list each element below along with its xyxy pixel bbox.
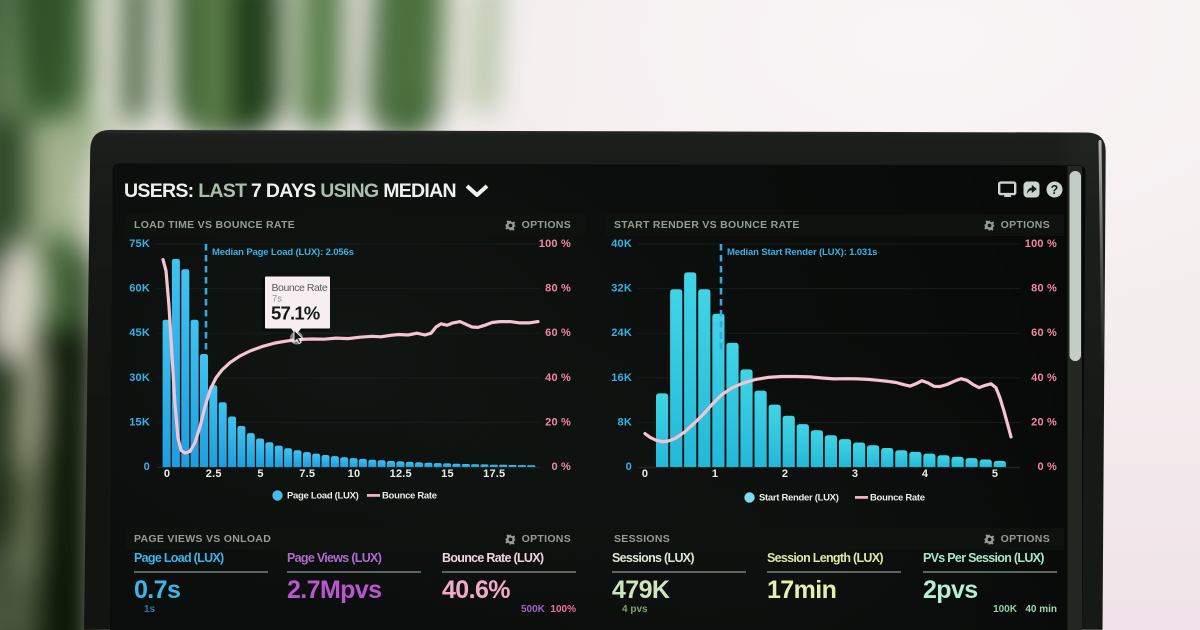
svg-text:17.5: 17.5 xyxy=(483,468,505,480)
svg-text:100 %: 100 % xyxy=(539,238,571,250)
svg-text:4: 4 xyxy=(922,468,929,480)
svg-text:16K: 16K xyxy=(611,372,632,384)
svg-text:0: 0 xyxy=(164,468,170,480)
svg-text:Median Start Render (LUX): 1.0: Median Start Render (LUX): 1.031s xyxy=(727,247,877,258)
svg-text:5: 5 xyxy=(257,468,263,480)
svg-text:40K: 40K xyxy=(611,238,632,250)
svg-text:Start Render (LUX): Start Render (LUX) xyxy=(759,493,839,504)
svg-text:5: 5 xyxy=(992,468,998,480)
svg-text:7.5: 7.5 xyxy=(299,468,315,480)
svg-text:8K: 8K xyxy=(618,416,632,428)
svg-text:80 %: 80 % xyxy=(1031,283,1057,295)
svg-text:0: 0 xyxy=(626,461,632,473)
svg-text:32K: 32K xyxy=(611,283,632,295)
svg-text:3: 3 xyxy=(852,468,858,480)
svg-text:30K: 30K xyxy=(129,372,150,384)
svg-text:40 %: 40 % xyxy=(1031,372,1057,384)
svg-text:20 %: 20 % xyxy=(1031,416,1057,428)
svg-text:12.5: 12.5 xyxy=(390,468,412,480)
svg-text:60K: 60K xyxy=(129,283,150,295)
svg-text:100 %: 100 % xyxy=(1025,238,1057,250)
svg-text:10: 10 xyxy=(348,468,361,480)
svg-text:80 %: 80 % xyxy=(545,283,571,295)
svg-text:Bounce Rate: Bounce Rate xyxy=(382,491,437,502)
svg-text:0 %: 0 % xyxy=(1037,461,1057,473)
svg-text:60 %: 60 % xyxy=(545,327,571,339)
svg-text:40 %: 40 % xyxy=(545,372,571,384)
svg-text:Page Load (LUX): Page Load (LUX) xyxy=(287,491,359,502)
svg-text:Median Page Load (LUX): 2.056s: Median Page Load (LUX): 2.056s xyxy=(212,247,354,258)
svg-text:60 %: 60 % xyxy=(1031,327,1057,339)
svg-text:0: 0 xyxy=(642,468,648,480)
svg-text:?: ? xyxy=(1051,183,1059,197)
svg-text:57.1%: 57.1% xyxy=(271,303,320,324)
svg-text:Bounce Rate: Bounce Rate xyxy=(272,282,328,294)
svg-text:Bounce Rate: Bounce Rate xyxy=(870,493,925,504)
svg-text:0 %: 0 % xyxy=(551,461,571,473)
svg-text:15K: 15K xyxy=(129,416,150,428)
svg-text:0: 0 xyxy=(144,461,150,473)
svg-text:45K: 45K xyxy=(129,327,150,339)
svg-text:20 %: 20 % xyxy=(545,416,571,428)
svg-text:1: 1 xyxy=(712,468,718,480)
svg-text:2.5: 2.5 xyxy=(206,468,222,480)
svg-text:2: 2 xyxy=(782,468,788,480)
svg-text:75K: 75K xyxy=(129,238,150,250)
svg-text:7s: 7s xyxy=(272,294,282,305)
svg-text:24K: 24K xyxy=(611,327,632,339)
svg-text:15: 15 xyxy=(441,468,454,480)
